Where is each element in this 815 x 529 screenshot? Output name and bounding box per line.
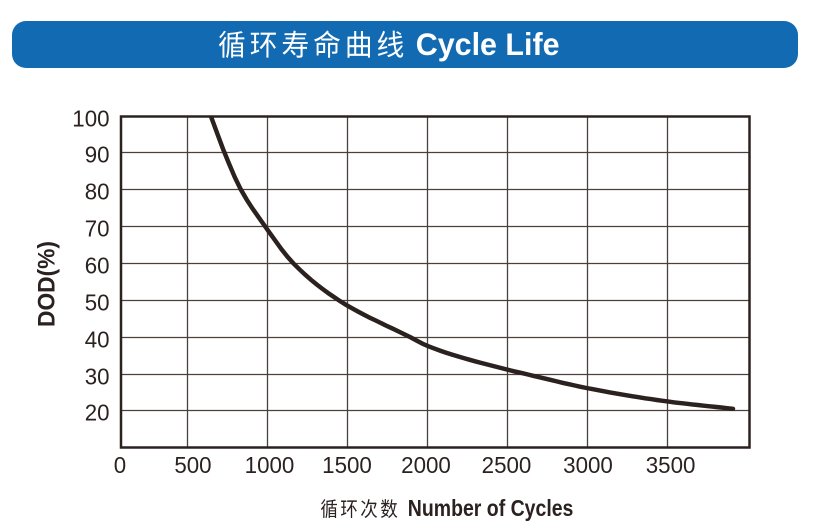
svg-text:40: 40 — [85, 327, 110, 353]
svg-text:30: 30 — [85, 364, 110, 390]
svg-text:50: 50 — [85, 290, 110, 316]
svg-text:Cycle Life: Cycle Life — [416, 26, 560, 62]
svg-text:1000: 1000 — [245, 452, 295, 478]
svg-text:80: 80 — [85, 179, 110, 205]
svg-text:3000: 3000 — [563, 452, 613, 478]
svg-text:DOD(%): DOD(%) — [34, 241, 61, 327]
svg-text:2500: 2500 — [482, 452, 532, 478]
svg-text:3500: 3500 — [646, 452, 696, 478]
svg-text:2000: 2000 — [401, 452, 451, 478]
svg-text:500: 500 — [174, 452, 211, 478]
svg-text:90: 90 — [85, 142, 110, 168]
svg-text:1500: 1500 — [322, 452, 372, 478]
svg-text:Number of Cycles: Number of Cycles — [408, 495, 574, 521]
svg-text:0: 0 — [114, 452, 126, 478]
svg-text:60: 60 — [85, 253, 110, 279]
svg-text:100: 100 — [72, 106, 109, 132]
svg-text:70: 70 — [85, 216, 110, 242]
svg-text:20: 20 — [85, 400, 110, 426]
